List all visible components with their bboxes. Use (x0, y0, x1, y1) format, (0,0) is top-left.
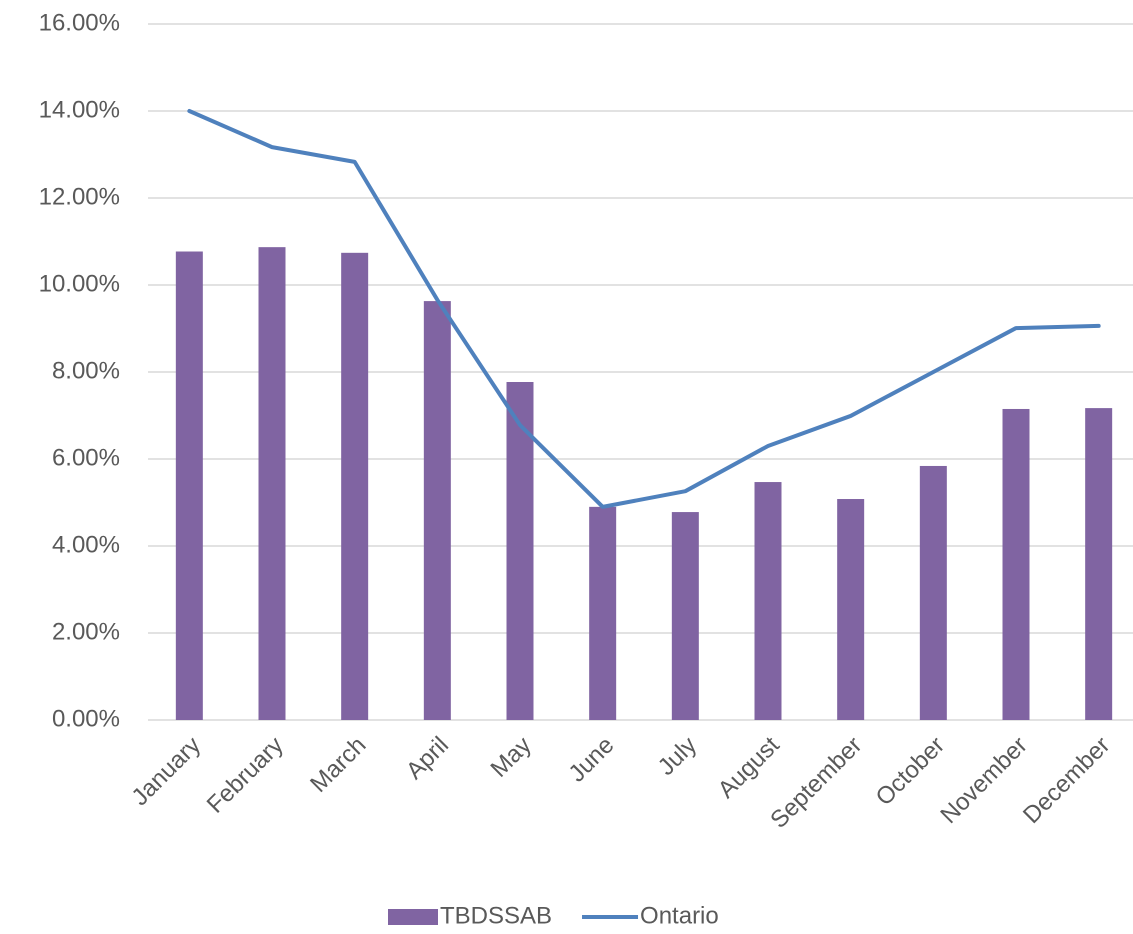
bar (754, 482, 782, 720)
x-tick-label: August (713, 731, 785, 803)
bar (1085, 408, 1113, 720)
bar (837, 499, 865, 720)
y-tick-label: 10.00% (39, 270, 120, 297)
x-tick-label: June (564, 732, 620, 788)
y-tick-label: 6.00% (52, 444, 120, 471)
bar (423, 301, 451, 720)
x-tick-label: December (1018, 732, 1115, 829)
bar (589, 506, 617, 720)
bar (175, 251, 203, 720)
x-tick-label: February (202, 732, 289, 819)
y-tick-label: 12.00% (39, 183, 120, 210)
legend-swatch (388, 909, 438, 925)
bar (1002, 408, 1030, 720)
x-tick-label: November (935, 732, 1032, 829)
line (187, 109, 1101, 509)
bar (919, 465, 947, 720)
x-tick-label: July (653, 732, 702, 781)
y-tick-label: 16.00% (39, 9, 120, 36)
bar (506, 382, 534, 720)
legend-label: TBDSSAB (440, 902, 552, 929)
bar (341, 252, 369, 720)
y-tick-label: 0.00% (52, 705, 120, 732)
x-tick-label: March (305, 732, 371, 798)
y-tick-label: 2.00% (52, 618, 120, 645)
y-tick-label: 14.00% (39, 96, 120, 123)
bar (258, 247, 286, 720)
x-tick-label: May (486, 732, 537, 783)
legend-label: Ontario (640, 902, 719, 929)
bar (671, 512, 699, 720)
y-tick-label: 8.00% (52, 357, 120, 384)
x-tick-label: January (127, 732, 206, 811)
x-tick-label: October (871, 732, 950, 811)
y-tick-label: 4.00% (52, 531, 120, 558)
x-tick-label: April (401, 732, 454, 785)
